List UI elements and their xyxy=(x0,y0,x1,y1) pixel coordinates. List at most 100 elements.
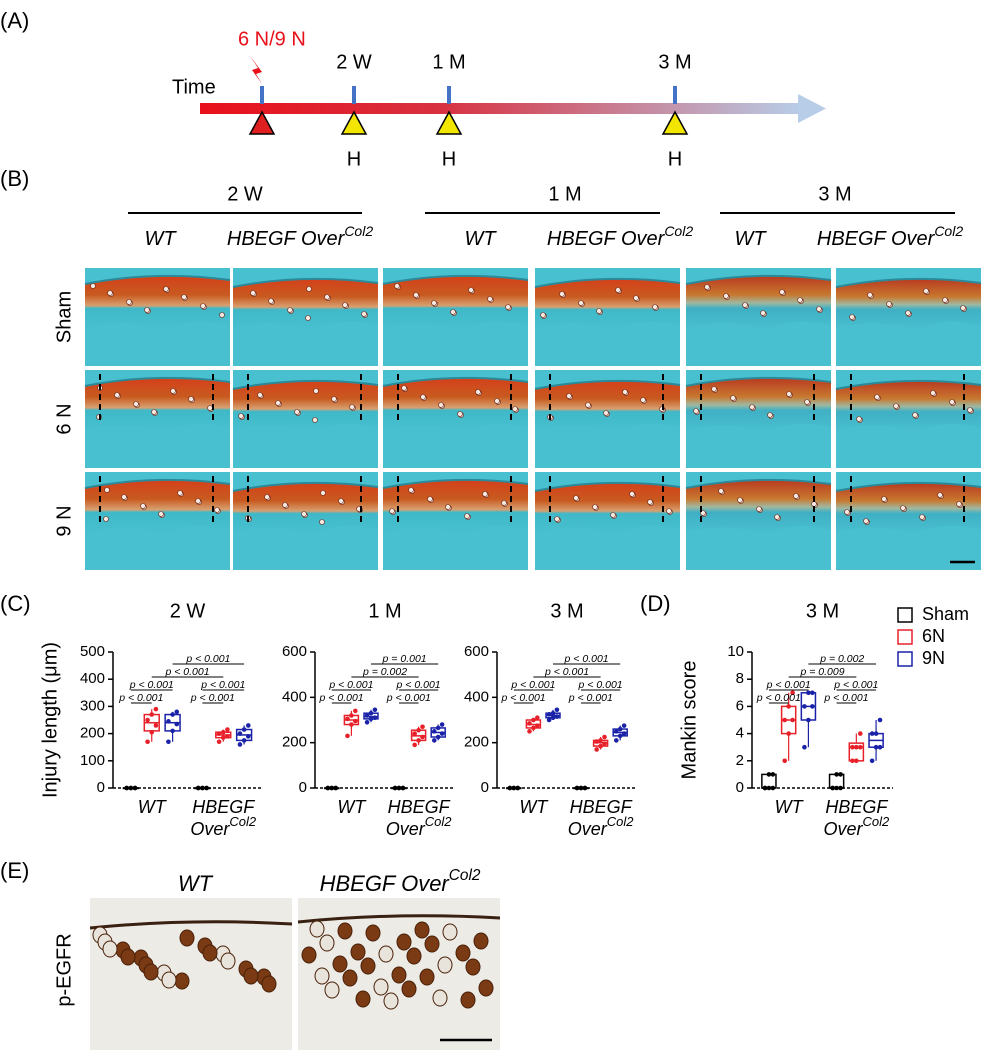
cell xyxy=(406,947,422,965)
cell xyxy=(120,948,136,966)
data-point xyxy=(396,785,402,791)
data-point xyxy=(400,785,406,791)
cell xyxy=(693,408,699,414)
cell xyxy=(349,404,355,410)
cell xyxy=(420,394,426,400)
data-point xyxy=(850,758,855,764)
cell xyxy=(742,302,748,308)
cell xyxy=(540,312,546,318)
p-value-label: p < 0.001 xyxy=(766,679,811,691)
cartilage xyxy=(836,380,981,432)
data-point xyxy=(325,785,331,791)
cell xyxy=(942,297,948,303)
data-point xyxy=(412,742,417,748)
surface xyxy=(382,478,529,489)
data-point xyxy=(166,739,171,745)
histology-image xyxy=(84,472,231,570)
cell xyxy=(640,397,646,403)
data-point xyxy=(546,712,552,717)
histology-image xyxy=(534,370,681,468)
triangle xyxy=(248,110,276,135)
data-point xyxy=(145,739,150,745)
data-point xyxy=(869,758,875,764)
y-tick-label: 0 xyxy=(481,779,489,796)
cell xyxy=(174,972,190,990)
data-point xyxy=(153,706,159,712)
surface xyxy=(685,274,832,285)
cell xyxy=(312,417,318,423)
cell xyxy=(442,923,458,941)
cell xyxy=(482,491,488,497)
cell xyxy=(647,499,653,505)
data-point xyxy=(225,727,230,732)
cell xyxy=(214,507,220,513)
cell xyxy=(849,314,855,320)
cell xyxy=(103,516,109,522)
p-value-label: p < 0.001 xyxy=(190,692,235,704)
data-point xyxy=(617,726,623,732)
data-point xyxy=(349,713,354,718)
cartilage xyxy=(383,479,528,534)
panel-label: (D) xyxy=(640,591,671,616)
cell xyxy=(704,284,710,290)
chart-title: 3 M xyxy=(550,600,583,622)
data-point xyxy=(237,742,243,747)
y-tick-label: 300 xyxy=(80,697,105,714)
histology-image xyxy=(835,472,982,570)
cell xyxy=(960,305,966,311)
p-value-label: p < 0.001 xyxy=(164,666,209,678)
chart-title: 3 M xyxy=(806,600,839,622)
data-point xyxy=(149,729,155,735)
data-point xyxy=(241,738,247,743)
cell xyxy=(350,943,366,961)
cell xyxy=(361,311,367,317)
cell xyxy=(257,392,263,398)
cell xyxy=(151,409,157,415)
cell xyxy=(414,921,430,939)
surface xyxy=(84,376,231,387)
cell xyxy=(264,494,270,500)
cell xyxy=(666,508,672,514)
data-point xyxy=(598,738,603,743)
genotype-label: HBEGF OverCol2 xyxy=(227,223,373,251)
p-value-label: p < 0.001 xyxy=(510,679,555,691)
cell xyxy=(188,396,194,402)
label-superscript: Col2 xyxy=(229,814,257,829)
cartilage xyxy=(535,278,680,330)
cell xyxy=(844,509,850,515)
data-point xyxy=(770,785,776,791)
cell xyxy=(342,969,358,987)
genotype-text: WT xyxy=(178,871,214,896)
x-tick-label: HBEGF xyxy=(192,797,255,817)
cell xyxy=(437,956,453,974)
cell xyxy=(324,981,340,999)
cell xyxy=(573,495,579,501)
cell xyxy=(337,922,353,940)
cartilage xyxy=(535,482,680,534)
cell xyxy=(797,297,803,303)
data-point xyxy=(602,741,607,747)
cell xyxy=(905,310,911,316)
legend-swatch xyxy=(897,629,913,645)
data-point xyxy=(830,785,835,791)
data-point xyxy=(854,758,859,764)
cell xyxy=(373,978,389,996)
x-tick-label: OverCol2 xyxy=(190,814,257,838)
surface xyxy=(232,481,379,492)
cell xyxy=(427,496,433,502)
genotype-label: WT xyxy=(144,228,177,250)
cell xyxy=(867,292,873,298)
data-point xyxy=(617,733,623,739)
label-superscript: Col2 xyxy=(862,814,890,829)
data-point xyxy=(174,721,180,727)
y-tick-label: 400 xyxy=(80,670,105,687)
data-point xyxy=(349,722,354,727)
cell xyxy=(610,512,616,518)
genotype-superscript: Col2 xyxy=(344,223,373,239)
data-point xyxy=(204,785,209,791)
cell xyxy=(811,501,817,507)
data-point xyxy=(166,719,171,724)
cell xyxy=(923,288,929,294)
cartilage xyxy=(233,278,378,330)
timepoint-header: 3 M xyxy=(818,183,851,205)
